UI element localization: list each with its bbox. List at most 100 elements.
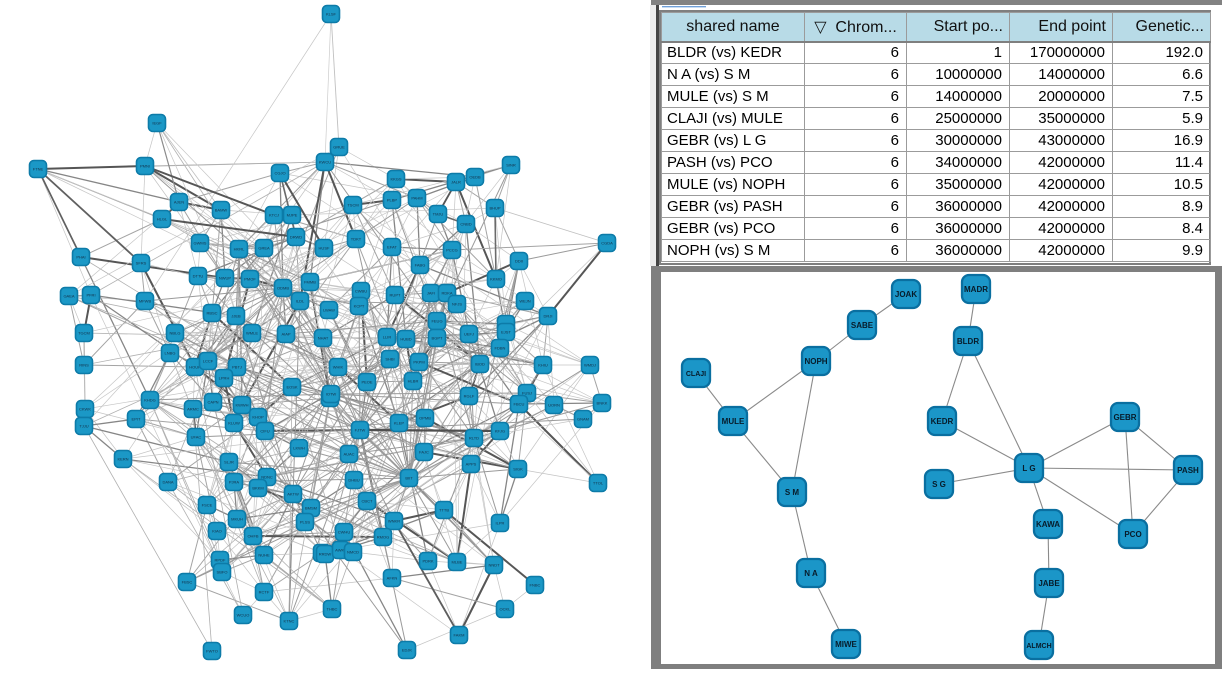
svg-text:GREA: GREA: [258, 246, 270, 251]
svg-text:DTTU: DTTU: [193, 274, 204, 279]
svg-text:L G: L G: [1022, 464, 1035, 473]
svg-text:PCO: PCO: [1124, 530, 1141, 539]
svg-text:RLTD: RLTD: [469, 436, 479, 441]
svg-text:IOTW: IOTW: [326, 392, 337, 397]
svg-text:RINS: RINS: [79, 363, 89, 368]
svg-text:CLAJI: CLAJI: [686, 371, 706, 378]
svg-text:CBCT: CBCT: [362, 499, 373, 504]
svg-text:KHOP: KHOP: [252, 415, 264, 420]
svg-text:FTNE: FTNE: [33, 167, 44, 172]
svg-text:BHUP: BHUP: [489, 206, 500, 211]
svg-text:KWWH: KWWH: [235, 403, 248, 408]
svg-text:RUPT: RUPT: [390, 293, 401, 298]
svg-text:PMNI: PMNI: [140, 164, 150, 169]
svg-text:OEDB: OEDB: [469, 175, 481, 180]
svg-text:RGLF: RGLF: [464, 394, 475, 399]
svg-text:DDII: DDII: [515, 259, 523, 264]
svg-text:RCTF: RCTF: [259, 590, 270, 595]
svg-text:GNAM: GNAM: [577, 417, 589, 422]
svg-text:UORN: UORN: [548, 403, 560, 408]
svg-text:BGPT: BGPT: [432, 336, 443, 341]
svg-text:MULE: MULE: [722, 417, 745, 426]
svg-text:AUAC: AUAC: [343, 452, 354, 457]
svg-text:EJST: EJST: [501, 330, 511, 335]
svg-text:UEFJ: UEFJ: [464, 332, 474, 337]
svg-text:AIAP: AIAP: [281, 332, 290, 337]
svg-text:MIWE: MIWE: [835, 640, 857, 649]
svg-text:SIGK: SIGK: [513, 467, 523, 472]
svg-text:EPIT: EPIT: [132, 417, 141, 422]
svg-text:RMOG: RMOG: [377, 535, 389, 540]
svg-text:BMSM: BMSM: [305, 506, 317, 511]
svg-text:LCCF: LCCF: [203, 359, 214, 364]
svg-text:PAHM: PAHM: [411, 196, 422, 201]
svg-text:KFJG: KFJG: [495, 429, 505, 434]
svg-text:FBSC: FBSC: [182, 580, 193, 585]
svg-text:RPDF: RPDF: [215, 558, 226, 563]
svg-text:AWKE: AWKE: [335, 548, 347, 553]
svg-text:MLBE: MLBE: [452, 560, 463, 565]
svg-text:CIFU: CIFU: [260, 429, 269, 434]
svg-text:HLBR: HLBR: [408, 379, 419, 384]
svg-text:BIIT: BIIT: [405, 476, 413, 481]
svg-text:N A: N A: [804, 569, 818, 578]
svg-text:FAJC: FAJC: [419, 450, 429, 455]
svg-text:PLBP: PLBP: [387, 198, 398, 203]
svg-text:WMDJ: WMDJ: [584, 363, 596, 368]
svg-text:SLJR: SLJR: [224, 460, 234, 465]
svg-text:SBFO: SBFO: [217, 570, 228, 575]
svg-text:RRDW: RRDW: [319, 552, 332, 557]
svg-text:FDBN: FDBN: [495, 346, 506, 351]
svg-text:JJEB: JJEB: [231, 314, 241, 319]
svg-text:KIAO: KIAO: [212, 529, 222, 534]
svg-text:LLIR: LLIR: [383, 335, 392, 340]
svg-text:PASH: PASH: [1177, 466, 1199, 475]
svg-text:NNDT: NNDT: [488, 563, 500, 568]
svg-text:JALR: JALR: [451, 180, 461, 185]
svg-text:PCCG: PCCG: [446, 248, 458, 253]
svg-text:BKKM: BKKM: [252, 486, 263, 491]
svg-text:OPMB: OPMB: [419, 416, 431, 421]
svg-text:PLSS: PLSS: [300, 520, 311, 525]
svg-text:NMCD: NMCD: [347, 550, 359, 555]
svg-text:OCKL: OCKL: [500, 607, 512, 612]
svg-text:NOPH: NOPH: [804, 357, 827, 366]
svg-text:TSCM: TSCM: [347, 203, 358, 208]
svg-text:BNKK: BNKK: [597, 401, 608, 406]
svg-text:SFRS: SFRS: [136, 261, 147, 266]
svg-text:FBCU: FBCU: [514, 402, 525, 407]
svg-text:AJEN: AJEN: [174, 200, 184, 205]
svg-text:FEUG: FEUG: [431, 319, 442, 324]
svg-text:GAEA: GAEA: [63, 294, 74, 299]
svg-text:DRJI: DRJI: [544, 314, 553, 319]
svg-text:MADR: MADR: [964, 285, 988, 294]
svg-text:LWAW: LWAW: [323, 308, 335, 313]
svg-text:FWTO: FWTO: [206, 649, 218, 654]
svg-text:KERN: KERN: [117, 457, 128, 462]
svg-text:KTNC: KTNC: [284, 619, 295, 624]
svg-text:KCPT: KCPT: [354, 304, 365, 309]
svg-text:NDNC: NDNC: [261, 475, 273, 480]
svg-text:FUSJ: FUSJ: [522, 391, 532, 396]
svg-text:KAWA: KAWA: [1036, 520, 1060, 529]
svg-text:NHAT: NHAT: [318, 336, 329, 341]
svg-text:PDRK: PDRK: [422, 559, 433, 564]
svg-text:RBSC: RBSC: [206, 311, 217, 316]
svg-text:PBTJ: PBTJ: [232, 365, 242, 370]
svg-text:S G: S G: [932, 480, 946, 489]
svg-text:PHAI: PHAI: [76, 255, 85, 260]
svg-text:MFWB: MFWB: [139, 299, 152, 304]
svg-text:TGCM: TGCM: [78, 331, 90, 336]
svg-text:KEDR: KEDR: [931, 417, 954, 426]
svg-text:WMLE: WMLE: [246, 331, 258, 336]
svg-text:HUSF: HUSF: [319, 246, 330, 251]
svg-text:LPRH: LPRH: [219, 376, 230, 381]
svg-text:TMJU: TMJU: [433, 212, 444, 217]
svg-text:AFKN: AFKN: [387, 576, 398, 581]
svg-text:CNBD: CNBD: [460, 222, 471, 227]
svg-text:KLSF: KLSF: [326, 12, 337, 17]
svg-text:CGJO: CGJO: [274, 171, 285, 176]
svg-text:WCUO: WCUO: [237, 613, 250, 618]
svg-text:HKRL: HKRL: [234, 247, 245, 252]
svg-text:OHFB: OHFB: [247, 534, 258, 539]
